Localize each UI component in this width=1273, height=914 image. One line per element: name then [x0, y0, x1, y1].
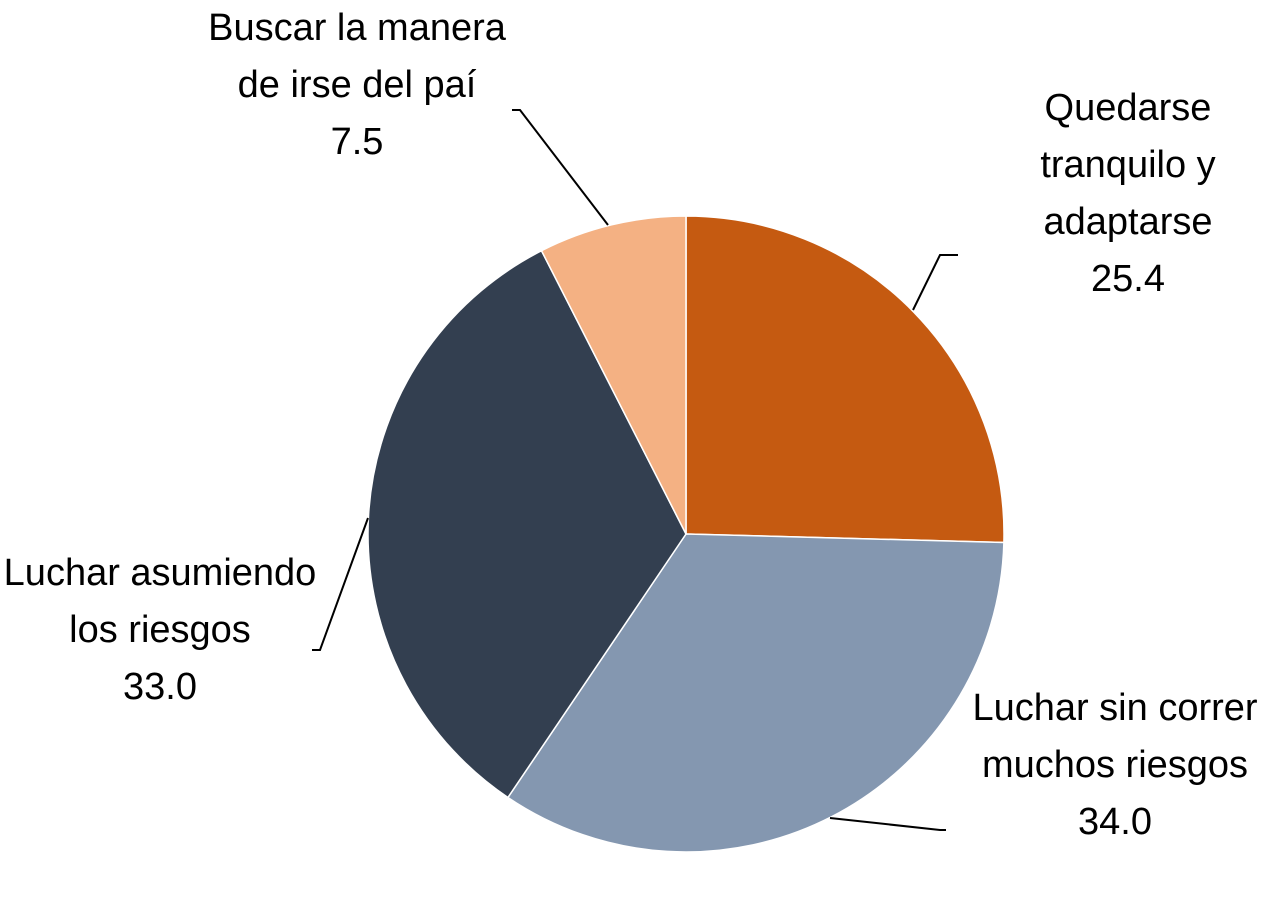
- category-label: Luchar asumiendo los riesgos: [3, 552, 317, 651]
- leader-lines: [312, 109, 958, 831]
- slice-label: Buscar la manera de irse del paí 7.5: [197, 0, 517, 171]
- leader-line: [312, 517, 369, 651]
- slices: [367, 215, 1005, 853]
- leader-line: [512, 109, 609, 226]
- value-label: 25.4: [1091, 258, 1165, 300]
- leader-line: [829, 817, 946, 831]
- leader-line: [912, 254, 958, 311]
- slice-label: Luchar asumiendo los riesgos 33.0: [0, 545, 320, 716]
- pie-slice: [540, 215, 687, 535]
- value-label: 7.5: [330, 121, 384, 163]
- pie-slice: [367, 249, 687, 799]
- category-label: Luchar sin correr muchos riesgos: [972, 687, 1258, 786]
- slice-label: Quedarse tranquilo y adaptarse 25.4: [1003, 80, 1253, 308]
- value-label: 33.0: [123, 666, 197, 708]
- slice-label: Luchar sin correr muchos riesgos 34.0: [955, 680, 1273, 851]
- value-label: 34.0: [1078, 801, 1152, 843]
- category-label: Quedarse tranquilo y adaptarse: [1040, 87, 1216, 243]
- category-label: Buscar la manera de irse del paí: [208, 7, 506, 106]
- pie-slice: [506, 533, 1005, 853]
- pie-slice: [685, 215, 1005, 544]
